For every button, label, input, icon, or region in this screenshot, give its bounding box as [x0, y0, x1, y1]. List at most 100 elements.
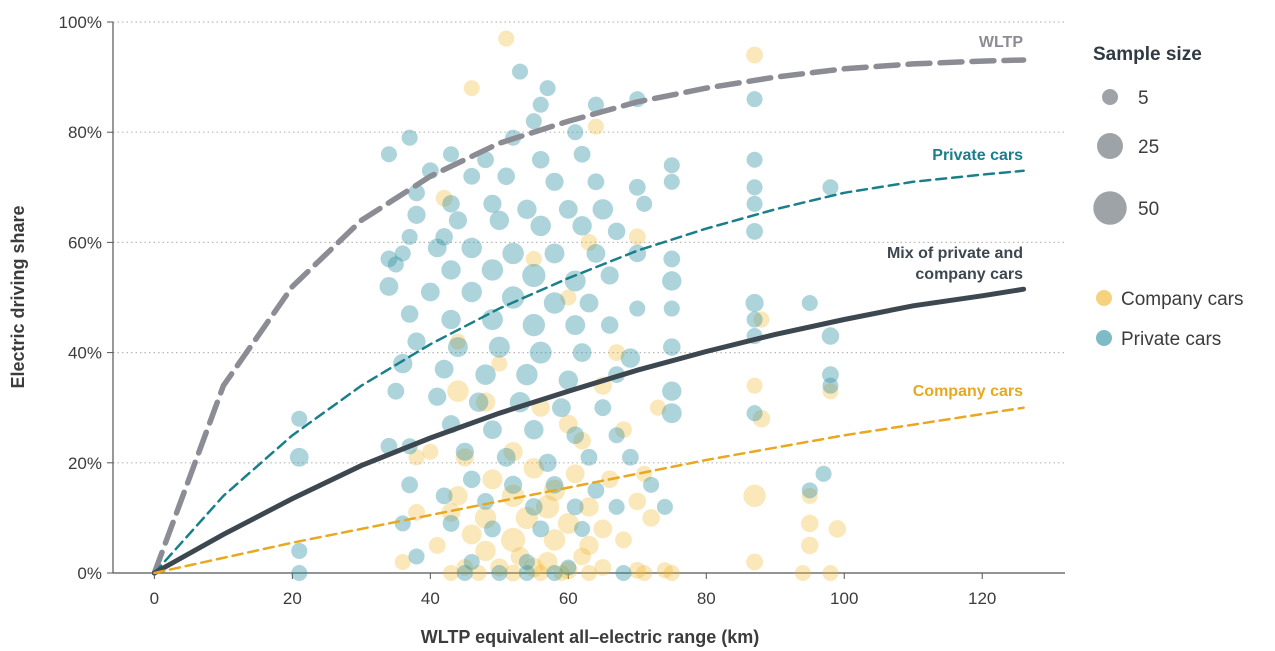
curve-label: WLTP: [979, 34, 1023, 51]
company-point: [628, 492, 647, 511]
company-point: [822, 383, 839, 400]
private-point: [566, 498, 584, 516]
company-point: [455, 448, 474, 467]
private-point: [545, 172, 564, 191]
company-point: [560, 289, 577, 306]
private-point: [574, 520, 591, 537]
private-point: [801, 482, 818, 499]
private-point: [483, 194, 502, 213]
company-point: [524, 557, 544, 578]
size-legend-circle: [1101, 88, 1119, 106]
curve-labels: WLTP Private cars Mix of private and compan…: [887, 34, 1023, 400]
company-point: [470, 564, 487, 582]
private-point: [587, 96, 604, 113]
private-point: [558, 199, 578, 219]
private-point: [435, 487, 453, 505]
private-point: [822, 179, 839, 196]
color-legend-label: Private cars: [1121, 329, 1221, 350]
private-point: [491, 564, 508, 582]
company-point: [557, 512, 579, 534]
private-point: [560, 559, 577, 576]
company-point: [447, 380, 469, 402]
company-point: [482, 469, 503, 490]
legend: Sample size 5 25 50 Company cars Private ca…: [1093, 44, 1244, 350]
private-point: [496, 447, 516, 467]
size-legend-circle: [1097, 133, 1123, 159]
x-tick-label: 60: [559, 589, 578, 608]
color-legend-label: Company cars: [1121, 289, 1244, 310]
private-point: [620, 348, 641, 368]
company-point: [498, 30, 515, 47]
private-point: [379, 277, 399, 296]
private-point: [401, 228, 418, 245]
private-point: [420, 282, 440, 302]
private-point: [663, 300, 680, 317]
curve-label: company cars: [915, 266, 1023, 283]
company-point: [515, 506, 539, 530]
company-point: [608, 344, 626, 362]
curve-label: Private cars: [932, 147, 1023, 164]
private-point: [407, 205, 426, 224]
private-point: [580, 448, 598, 466]
x-tick-label: 0: [150, 589, 159, 608]
x-tick-label: 120: [968, 589, 996, 608]
company-point: [580, 564, 598, 582]
private-point: [564, 270, 586, 292]
company-point: [794, 564, 811, 582]
private-point: [552, 398, 571, 418]
private-point: [462, 470, 481, 489]
company-point: [615, 531, 632, 549]
private-point: [815, 465, 832, 482]
company-point: [503, 442, 523, 462]
company-point: [523, 458, 545, 479]
private-point: [481, 259, 504, 281]
private-point: [394, 515, 411, 532]
company-point: [448, 486, 468, 506]
private-point: [656, 498, 673, 515]
company-point: [510, 547, 530, 566]
private-point: [477, 151, 494, 169]
private-point: [428, 387, 447, 406]
y-axis-title: Electric driving share: [8, 205, 28, 388]
private-point: [600, 316, 619, 334]
private-point: [518, 553, 535, 571]
company-point: [753, 311, 770, 328]
company-point: [800, 514, 819, 533]
private-point: [387, 256, 404, 273]
private-point: [628, 178, 646, 196]
company-point: [532, 564, 549, 582]
company-point: [828, 520, 847, 538]
private-point: [801, 294, 818, 312]
private-point: [461, 281, 482, 303]
company-point: [441, 502, 461, 522]
private-point: [524, 420, 544, 440]
company-point: [746, 553, 763, 571]
y-tick-label: 100%: [59, 13, 102, 32]
private-point: [522, 313, 546, 337]
size-legend-title: Sample size: [1093, 44, 1202, 65]
company-point: [628, 228, 646, 246]
company-point: [422, 443, 439, 460]
private-point: [662, 271, 682, 291]
mix-of-private-and-company-cars-curve: [151, 286, 1027, 576]
private-point: [539, 80, 556, 97]
x-tick-label: 40: [421, 589, 440, 608]
private-point: [587, 173, 605, 191]
curve-label: Company cars: [913, 383, 1023, 400]
company-point: [553, 564, 570, 582]
private-point: [488, 336, 510, 358]
company-point: [663, 564, 680, 582]
private-point: [456, 564, 473, 582]
private-point: [291, 564, 308, 582]
private-point: [441, 309, 461, 330]
private-point: [636, 195, 653, 212]
private-point: [608, 498, 625, 515]
grid-lines: [113, 21, 1065, 464]
private-point: [600, 266, 619, 285]
private-point: [435, 228, 453, 246]
private-cars-series: [289, 63, 840, 582]
private-cars-curve: [153, 169, 1025, 575]
company-point: [636, 564, 653, 582]
private-point: [516, 363, 538, 386]
